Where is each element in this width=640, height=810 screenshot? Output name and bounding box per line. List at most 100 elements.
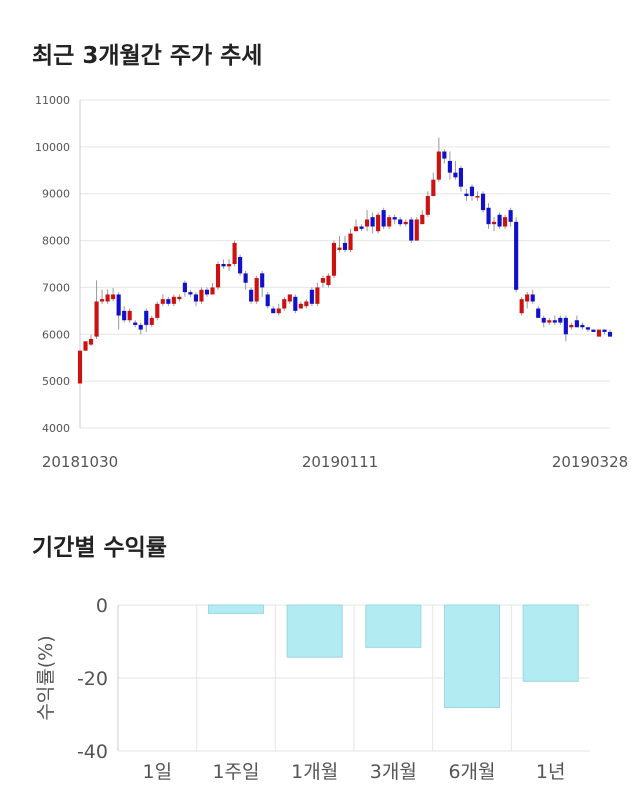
- candle: [453, 172, 458, 178]
- y-tick-label: 5000: [42, 375, 70, 388]
- returns-chart-title: 기간별 수익률: [32, 535, 167, 561]
- candle: [326, 275, 331, 286]
- candle: [320, 278, 325, 283]
- candle: [381, 210, 386, 227]
- candle: [127, 310, 132, 321]
- candle: [442, 151, 447, 159]
- candle: [569, 324, 574, 328]
- candle: [536, 308, 541, 318]
- candle: [574, 320, 579, 328]
- x-tick-label: 20190111: [302, 453, 378, 471]
- y-tick-label: 10000: [35, 141, 70, 154]
- candle: [100, 299, 105, 302]
- candle: [348, 233, 353, 250]
- candle: [243, 273, 248, 283]
- candle: [105, 294, 110, 302]
- bar: [443, 604, 501, 709]
- candle: [199, 289, 204, 302]
- candle: [342, 242, 348, 250]
- y-tick-label: 11000: [35, 94, 70, 107]
- candle: [563, 317, 568, 335]
- candle: [591, 329, 596, 332]
- candle: [221, 264, 226, 267]
- candle: [260, 273, 265, 288]
- candle: [232, 242, 237, 264]
- candle: [276, 308, 281, 314]
- price-chart-title: 최근 3개월간 주가 추세: [32, 43, 263, 69]
- candle: [353, 226, 359, 232]
- candle: [431, 179, 436, 197]
- y-tick-label: 8000: [42, 235, 70, 248]
- candle: [469, 186, 475, 197]
- candle: [585, 327, 590, 330]
- candle: [144, 310, 149, 325]
- y-tick-label: 9000: [42, 188, 70, 201]
- candle: [111, 294, 116, 300]
- candle: [480, 193, 486, 211]
- candle: [166, 299, 171, 304]
- candle: [359, 226, 364, 229]
- candle: [602, 329, 607, 332]
- y-tick-label: 4000: [42, 422, 70, 435]
- candle: [425, 196, 430, 215]
- candle: [265, 294, 270, 307]
- candle: [596, 329, 602, 337]
- candle: [133, 322, 138, 325]
- candle: [215, 264, 221, 288]
- candle: [88, 338, 94, 345]
- candle: [580, 324, 585, 328]
- x-category-label: 1주일: [212, 761, 259, 783]
- candle: [122, 310, 127, 321]
- candle: [238, 256, 243, 274]
- y-tick-label: 6000: [42, 328, 70, 341]
- candle: [525, 294, 530, 302]
- x-category-label: 6개월: [448, 761, 495, 783]
- candle: [503, 217, 508, 227]
- candle: [249, 289, 254, 302]
- candle: [94, 301, 99, 337]
- candle: [193, 294, 199, 302]
- candle: [138, 324, 143, 330]
- candle: [298, 303, 303, 309]
- candle: [552, 320, 557, 323]
- candle: [337, 247, 342, 250]
- candle: [116, 294, 121, 316]
- candle: [475, 196, 480, 198]
- candle: [304, 301, 309, 307]
- candle: [486, 207, 491, 225]
- candle: [458, 167, 464, 187]
- candle: [541, 317, 546, 323]
- candle: [83, 341, 88, 351]
- candle: [547, 320, 552, 323]
- candle: [436, 151, 441, 180]
- candle: [519, 299, 524, 314]
- candle: [387, 217, 392, 227]
- y-axis-label: 수익률(%): [35, 635, 57, 720]
- candle: [370, 217, 375, 227]
- candle: [530, 294, 535, 302]
- candle: [171, 296, 176, 304]
- y-tick-label: 7000: [42, 281, 70, 294]
- candle: [204, 289, 210, 295]
- candle: [210, 287, 215, 295]
- x-category-label: 1개월: [291, 761, 338, 783]
- candle: [607, 331, 613, 337]
- candle: [188, 292, 193, 295]
- x-tick-label: 20181030: [42, 453, 118, 471]
- candle: [160, 299, 165, 304]
- candle: [287, 294, 292, 302]
- candle: [254, 278, 259, 302]
- candle: [293, 296, 298, 311]
- candle: [309, 289, 314, 304]
- bar: [286, 604, 343, 658]
- bar: [207, 604, 265, 614]
- candle: [447, 160, 452, 173]
- candle: [365, 219, 370, 227]
- candle: [508, 210, 513, 222]
- candle: [182, 282, 187, 293]
- x-tick-label: 20190328: [552, 453, 628, 471]
- y-tick-label: -20: [77, 668, 108, 690]
- candle: [331, 242, 337, 276]
- x-category-label: 1일: [143, 761, 173, 783]
- bar: [522, 604, 579, 682]
